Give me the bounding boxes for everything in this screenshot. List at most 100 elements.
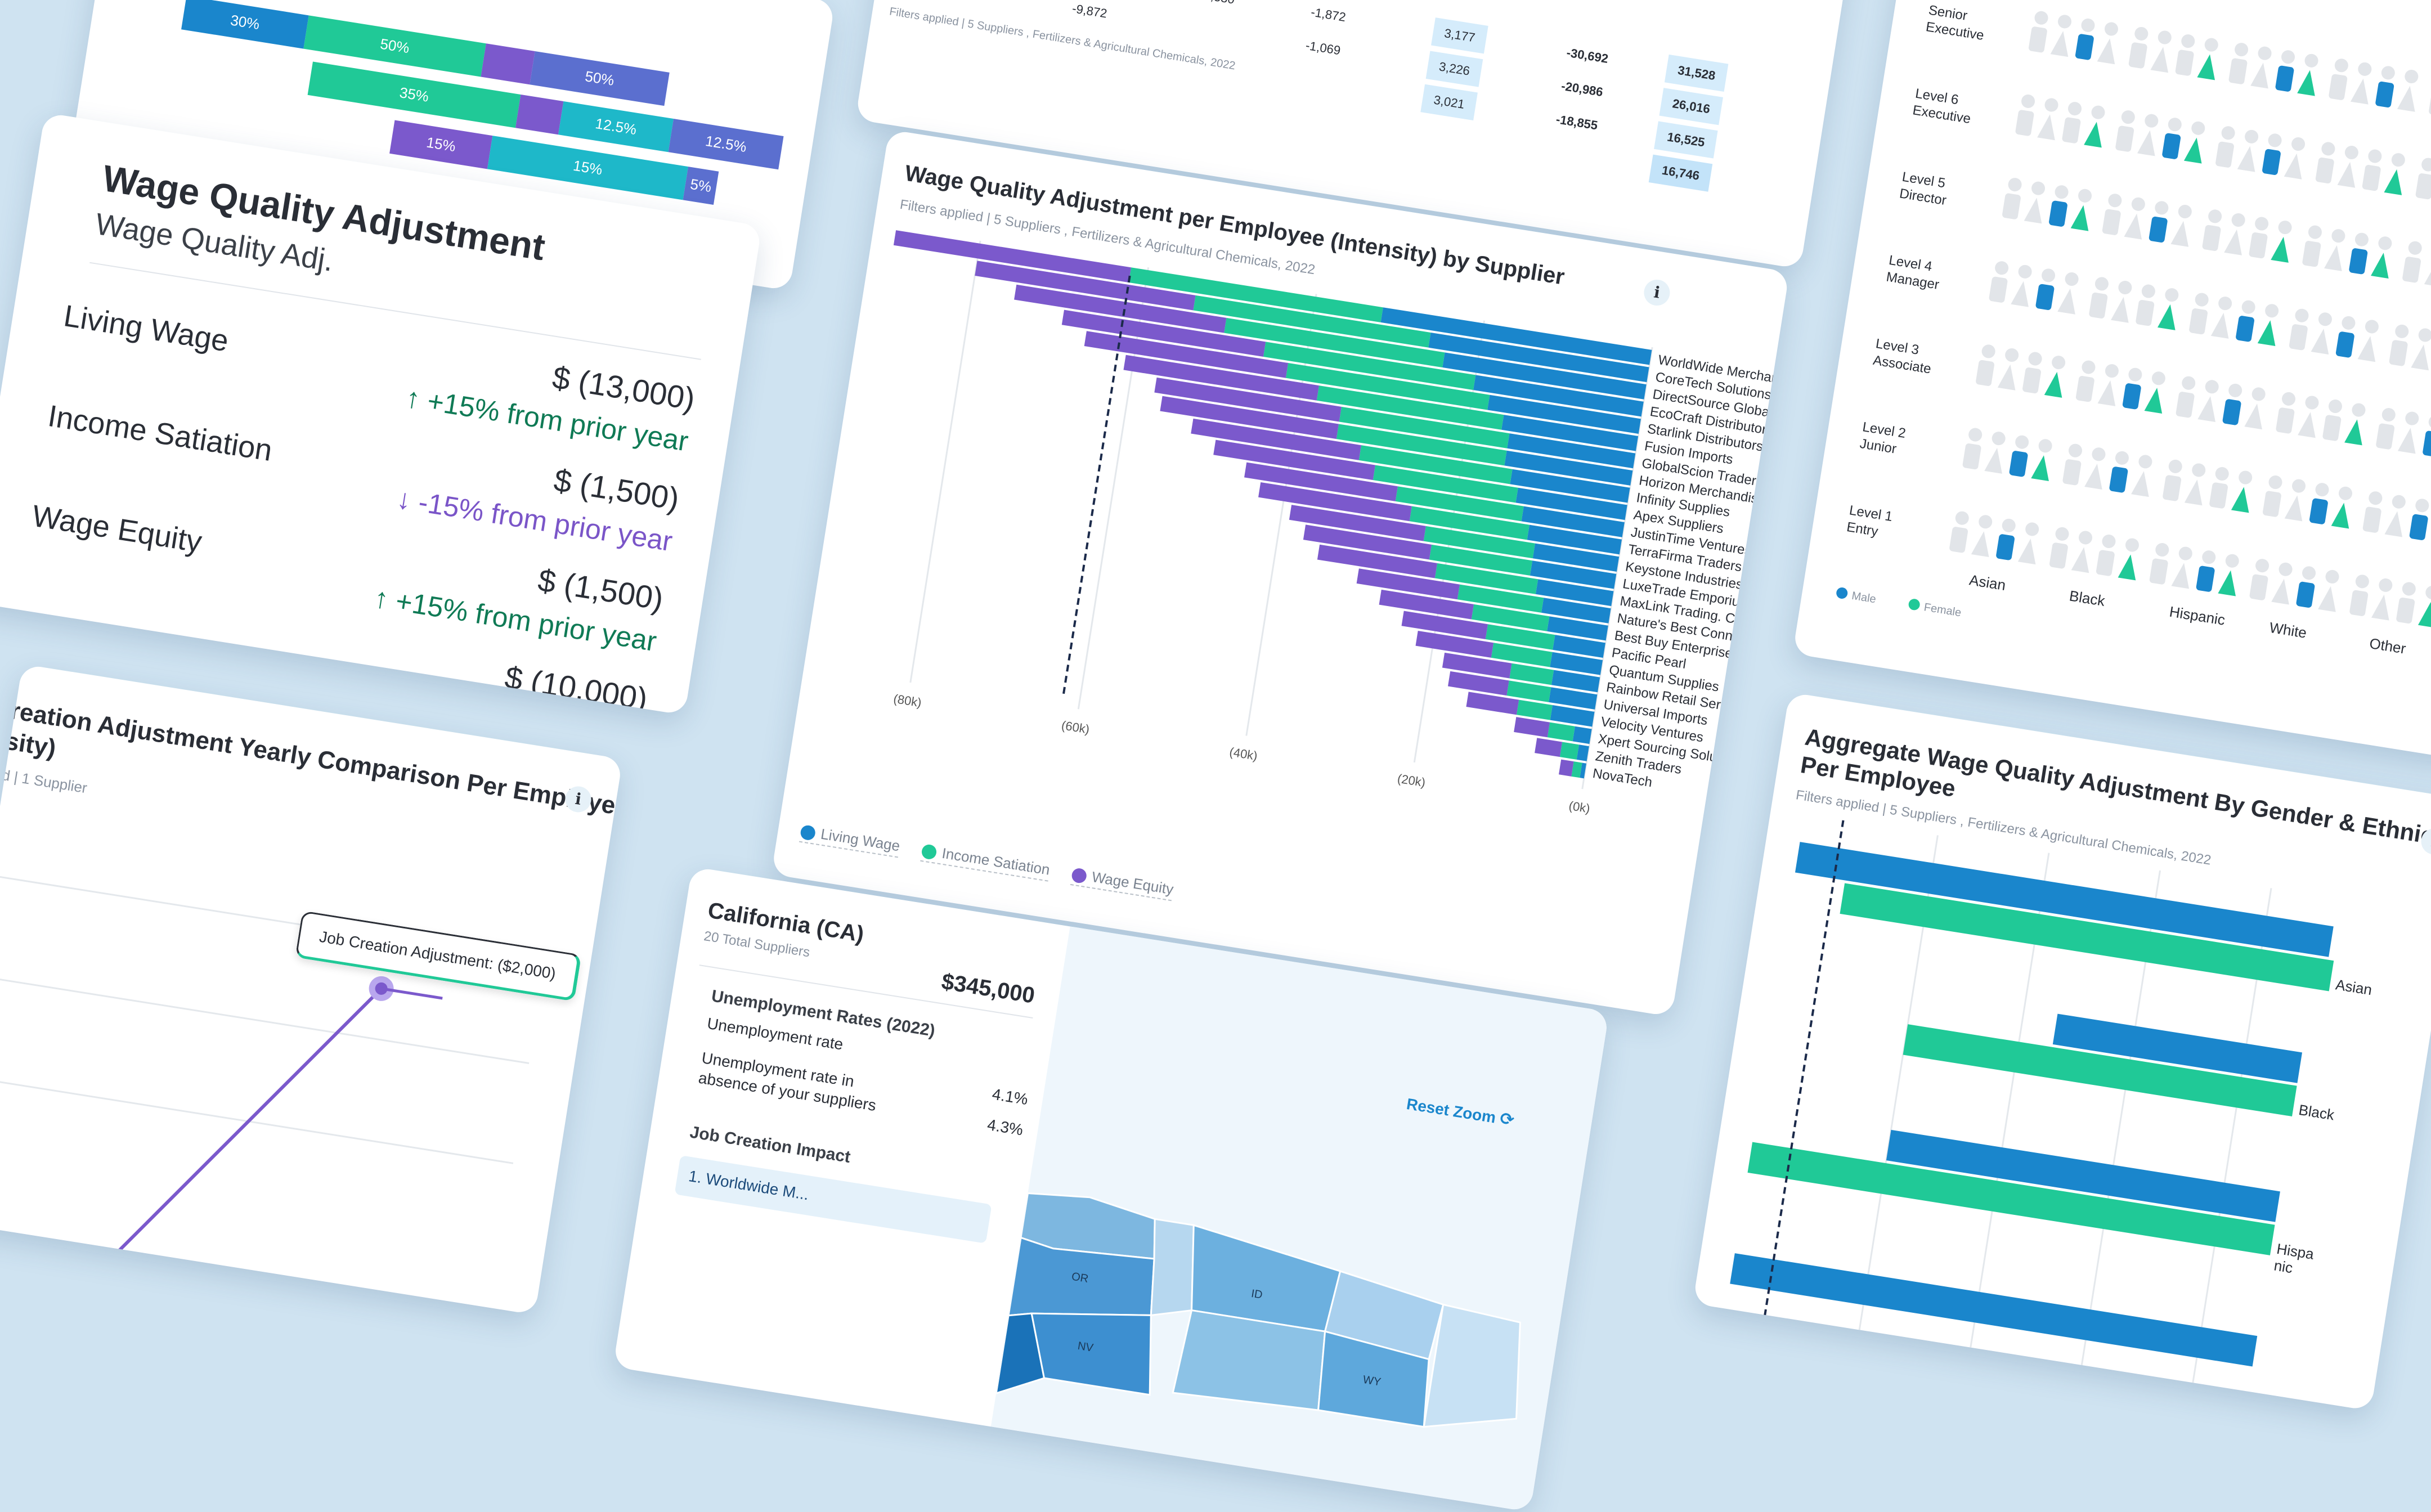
reliance-segment[interactable] — [515, 95, 564, 135]
person-head — [2369, 491, 2383, 505]
bar-segment[interactable] — [1501, 415, 1639, 451]
male-person-icon — [2362, 506, 2381, 533]
bar-segment[interactable] — [1506, 680, 1551, 702]
bar-segment[interactable] — [1317, 544, 1438, 578]
reliance-segment[interactable]: 12.5% — [558, 101, 674, 152]
reliance-segment[interactable]: 15% — [389, 120, 493, 169]
bar-segment[interactable] — [1516, 699, 1553, 720]
bar-segment[interactable] — [1373, 465, 1518, 503]
bar-segment[interactable] — [1356, 568, 1460, 600]
bar-segment[interactable] — [1409, 506, 1530, 540]
bar[interactable] — [1795, 842, 2334, 957]
bar-segment[interactable] — [1358, 445, 1513, 484]
reliance-segment[interactable]: 5% — [683, 167, 719, 205]
bar-segment[interactable] — [1379, 589, 1474, 620]
bar-segment[interactable] — [1123, 355, 1319, 401]
bar-segment[interactable] — [1429, 544, 1533, 576]
bar-segment[interactable] — [1263, 342, 1476, 391]
bar-segment[interactable] — [1547, 722, 1575, 742]
bar-segment[interactable] — [1401, 611, 1488, 639]
bar-segment[interactable] — [1550, 652, 1603, 675]
bar[interactable] — [1840, 883, 2334, 991]
bar-segment[interactable] — [1514, 717, 1550, 738]
bar-segment[interactable] — [1395, 486, 1524, 522]
bar-segment[interactable] — [1128, 267, 1383, 322]
bar-segment[interactable] — [1285, 363, 1490, 410]
x-tick-label: (60k) — [1061, 718, 1091, 737]
reliance-segment[interactable]: 30% — [181, 0, 309, 49]
bar-segment[interactable] — [1509, 663, 1554, 685]
bar-segment[interactable] — [1547, 616, 1608, 641]
bar-segment[interactable] — [1316, 385, 1504, 430]
bar-segment[interactable] — [1457, 584, 1544, 613]
bar-segment[interactable] — [1559, 742, 1579, 760]
bar-segment[interactable] — [1553, 635, 1605, 658]
bar-segment[interactable] — [1191, 418, 1361, 460]
bar-segment[interactable] — [1415, 630, 1494, 658]
bar-segment[interactable] — [1473, 375, 1644, 417]
bar-segment[interactable] — [1576, 744, 1589, 761]
bar-segment[interactable] — [1504, 450, 1633, 486]
bar-segment[interactable] — [1336, 424, 1507, 466]
bar-segment[interactable] — [1471, 604, 1550, 631]
bar-segment[interactable] — [975, 261, 1196, 311]
bar-segment[interactable] — [893, 230, 1132, 282]
bar-segment[interactable] — [1550, 705, 1595, 727]
bar-segment[interactable] — [1434, 563, 1539, 594]
bar-segment[interactable] — [1303, 524, 1432, 560]
bar[interactable] — [2052, 1013, 2303, 1083]
bar-segment[interactable] — [1530, 560, 1617, 589]
bar-segment[interactable] — [1535, 579, 1614, 607]
job-impact-list-item[interactable]: 1. Worldwide M... — [674, 1155, 992, 1244]
bar-segment[interactable] — [1466, 692, 1519, 715]
bar-segment[interactable] — [1193, 295, 1431, 348]
bar-segment[interactable] — [1549, 687, 1598, 710]
bar-segment[interactable] — [1339, 406, 1510, 448]
bar-segment[interactable] — [1154, 377, 1342, 422]
bar-segment[interactable] — [1447, 671, 1509, 696]
reliance-segment[interactable]: 50% — [530, 51, 670, 106]
bar-segment[interactable] — [1491, 643, 1553, 667]
bar-segment[interactable] — [1527, 524, 1622, 555]
bar-segment[interactable] — [1541, 598, 1611, 623]
female-person-icon — [2284, 153, 2302, 180]
bar-segment[interactable] — [1244, 462, 1398, 501]
bar-segment[interactable] — [1559, 759, 1574, 777]
bar-segment[interactable] — [1535, 738, 1563, 757]
person-head — [2251, 387, 2266, 401]
bar-segment[interactable] — [1442, 352, 1647, 400]
bar-segment[interactable] — [1485, 624, 1555, 650]
bar-segment[interactable] — [1428, 333, 1649, 383]
bar[interactable] — [1747, 1142, 2275, 1255]
bar-segment[interactable] — [1084, 331, 1289, 378]
male-person-icon — [2196, 566, 2215, 592]
reliance-segment[interactable] — [481, 43, 535, 85]
bar-segment[interactable] — [1551, 670, 1600, 693]
reliance-segment[interactable]: 12.5% — [668, 119, 784, 170]
bar-segment[interactable] — [1213, 439, 1375, 481]
bar[interactable] — [1886, 1129, 2280, 1222]
bar-segment[interactable] — [1014, 284, 1227, 333]
bar-segment[interactable] — [1571, 761, 1582, 778]
bar-segment[interactable] — [1289, 505, 1426, 541]
person-head — [2258, 46, 2272, 60]
bar-segment[interactable] — [1442, 652, 1512, 679]
bar-segment[interactable] — [1572, 726, 1592, 744]
bar-segment[interactable] — [1580, 762, 1587, 779]
map-panel[interactable]: Reset Zoom ⟳ OR NV ID WY — [990, 926, 1609, 1512]
bar-segment[interactable] — [1061, 309, 1266, 357]
bar-segment[interactable] — [1507, 433, 1636, 469]
bar-segment[interactable] — [1487, 394, 1641, 434]
bar-segment[interactable] — [1380, 307, 1652, 365]
bar-segment[interactable] — [1423, 526, 1535, 559]
bar-segment[interactable] — [1160, 396, 1339, 439]
bar-segment[interactable] — [1224, 317, 1445, 368]
bar-segment[interactable] — [1521, 506, 1625, 537]
bar[interactable] — [1903, 1024, 2297, 1116]
bar-segment[interactable] — [1510, 469, 1630, 503]
bar-segment[interactable] — [1532, 543, 1620, 572]
bar-segment[interactable] — [1258, 482, 1412, 522]
info-icon[interactable]: i — [1642, 277, 1672, 308]
bar[interactable] — [1730, 1253, 2258, 1367]
bar-segment[interactable] — [1515, 487, 1627, 521]
